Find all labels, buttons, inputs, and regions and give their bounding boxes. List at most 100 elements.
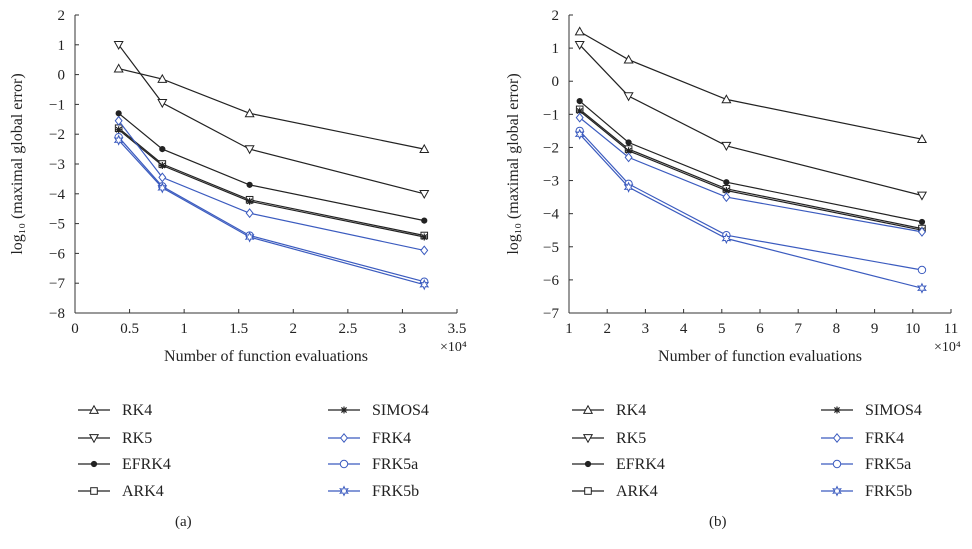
data-point-frk4 xyxy=(245,208,254,219)
data-point-rk5 xyxy=(244,145,255,155)
data-point-frk4 xyxy=(917,226,926,237)
chart-panel-b: 210−1−2−3−4−5−6−71 2 3 4 5 6 7 8 9 10 11×10⁴Number… xyxy=(505,8,961,365)
legend-marker-ark4 xyxy=(90,487,98,495)
y-tick-label: −5 xyxy=(49,217,65,233)
x-tick-label: 3 xyxy=(399,321,407,337)
y-tick-label: 1 xyxy=(552,41,560,57)
data-point-efrk4 xyxy=(115,110,122,117)
x-tick-label: 3 xyxy=(642,321,650,337)
legend-label: SIMOS4 xyxy=(865,402,922,419)
x-tick-label: 2.5 xyxy=(338,321,357,337)
data-point-rk4 xyxy=(113,63,124,73)
data-point-efrk4 xyxy=(625,139,632,146)
x-tick-label: 5 xyxy=(718,321,726,337)
legend-label: RK4 xyxy=(122,402,152,419)
x-axis-label: Number of function evaluations xyxy=(658,348,862,365)
x-tick-label: 0.5 xyxy=(120,321,139,337)
data-point-frk5b xyxy=(917,282,927,294)
y-axis-label: log₁₀ (maximal global error) xyxy=(505,73,522,254)
y-tick-label: −4 xyxy=(49,187,65,203)
y-tick-label: −6 xyxy=(543,273,559,289)
legend-marker-frk4 xyxy=(832,432,842,444)
series-line-ark4 xyxy=(118,127,425,237)
data-point-efrk4 xyxy=(246,181,253,188)
data-point-rk5 xyxy=(916,191,928,201)
data-point-frk5a xyxy=(917,265,927,275)
data-point-rk4 xyxy=(419,143,430,153)
chart-panel-a: 2 1 0 −1 −2 −3 −4 −5 −6 −7 −8 0 0.5 1 1.5 2 2.5 3 3.5 ×10⁴ N… xyxy=(9,8,467,365)
series-line-efrk4 xyxy=(118,112,425,222)
data-point-simos4 xyxy=(115,126,123,134)
data-point-frk5b xyxy=(721,232,732,245)
caption-a: (a) xyxy=(175,514,192,530)
x-tick-label: 3.5 xyxy=(448,321,467,337)
series-line-frk5a xyxy=(579,130,923,271)
data-point-rk4 xyxy=(244,108,255,118)
data-point-rk5 xyxy=(623,92,634,102)
data-point-frk4 xyxy=(114,115,123,126)
series-rk5 xyxy=(113,40,430,200)
legend-label: RK4 xyxy=(616,402,646,419)
legend-label: RK5 xyxy=(122,430,152,447)
series-line-rk5 xyxy=(579,44,923,197)
legend-item-simos4: SIMOS4 xyxy=(821,402,922,419)
y-axis-label: log₁₀ (maximal global error) xyxy=(9,73,26,254)
legend-marker-rk5 xyxy=(88,434,100,444)
series-rk5 xyxy=(574,40,928,201)
legend-label: FRK5b xyxy=(865,483,912,500)
data-point-efrk4 xyxy=(159,146,166,153)
legend-marker-simos4 xyxy=(340,406,348,414)
x-tick-label: 0 xyxy=(71,321,79,337)
data-point-rk5 xyxy=(721,141,732,152)
data-point-simos4 xyxy=(625,147,633,155)
series-line-frk4 xyxy=(118,120,425,251)
legend-label: FRK5a xyxy=(372,456,418,473)
data-point-rk5 xyxy=(419,189,430,200)
data-point-frk4 xyxy=(158,172,167,183)
series-line-efrk4 xyxy=(579,100,923,223)
data-point-frk4 xyxy=(420,245,429,256)
series-efrk4 xyxy=(576,97,926,226)
data-point-frk5b xyxy=(113,134,124,146)
data-point-rk5 xyxy=(157,99,168,109)
y-tick-label: 0 xyxy=(58,68,66,84)
data-point-rk5 xyxy=(113,40,124,51)
legend-marker-rk4 xyxy=(582,404,594,414)
data-point-simos4 xyxy=(722,186,730,194)
legend-item-frk5a: FRK5a xyxy=(328,456,418,473)
legend-item-rk5: RK5 xyxy=(572,430,646,447)
series-rk4 xyxy=(574,26,928,144)
data-point-efrk4 xyxy=(576,97,583,105)
data-point-frk5b xyxy=(244,231,255,243)
data-point-rk4 xyxy=(916,133,928,144)
data-point-rk4 xyxy=(623,54,634,64)
data-point-frk5b xyxy=(419,279,430,291)
x-tick-label: 1.5 xyxy=(229,321,248,337)
x-tick-label: 11 xyxy=(944,321,958,337)
y-tick-label: −1 xyxy=(543,107,559,123)
series-frk5b xyxy=(113,134,430,291)
x-tick-label: 2 xyxy=(603,321,611,337)
legend-item-frk5b: FRK5b xyxy=(328,483,419,500)
data-point-simos4 xyxy=(158,161,166,169)
series-line-frk5b xyxy=(118,139,425,286)
legend-label: RK5 xyxy=(616,430,646,447)
y-tick-label: −1 xyxy=(49,97,65,113)
data-point-frk5b xyxy=(574,128,585,140)
y-tick-label: 1 xyxy=(58,38,66,54)
series-ark4 xyxy=(575,105,926,233)
data-point-frk4 xyxy=(624,152,633,163)
series-line-rk4 xyxy=(579,31,923,140)
data-point-efrk4 xyxy=(421,217,428,224)
legend-item-efrk4: EFRK4 xyxy=(78,456,171,473)
legend-b: RK4 RK5 EFRK4 ARK4 SIMOS4 FRK4 FRK5a FRK5b xyxy=(572,402,922,500)
legend-marker-frk5a xyxy=(832,459,842,469)
legend-item-frk5b: FRK5b xyxy=(821,483,912,500)
y-tick-label: −7 xyxy=(543,306,559,322)
series-frk5b xyxy=(574,128,927,294)
caption-b: (b) xyxy=(709,514,727,530)
legend-label: EFRK4 xyxy=(616,456,665,473)
series-line-frk5a xyxy=(118,136,425,283)
